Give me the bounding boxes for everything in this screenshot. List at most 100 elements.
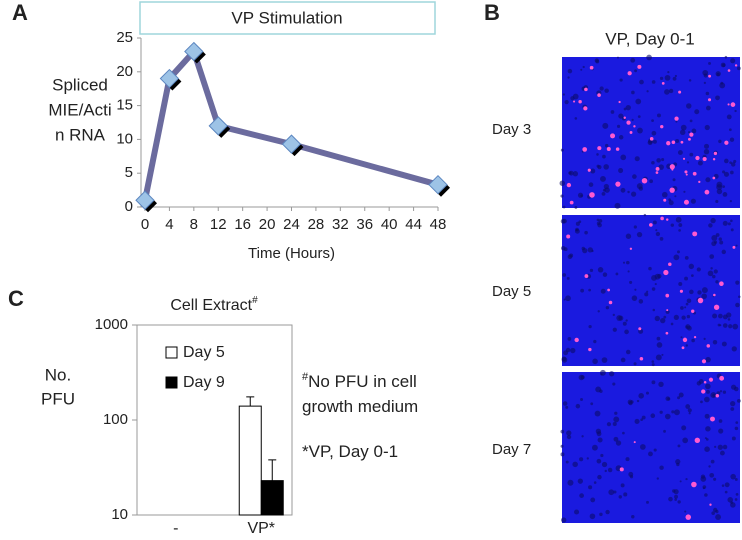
speckle <box>731 436 736 441</box>
speckle <box>678 392 684 398</box>
title-text: Cell Extract <box>170 297 252 314</box>
cell-dot <box>698 180 701 184</box>
marker <box>281 134 302 154</box>
speckle <box>634 69 638 73</box>
cell-dot <box>727 69 731 72</box>
cell-dot <box>684 170 688 174</box>
speckle <box>560 429 565 434</box>
speckle <box>710 217 716 224</box>
cell-dot <box>687 137 691 141</box>
speckle <box>584 230 588 235</box>
speckle <box>582 247 588 254</box>
speckle <box>705 91 710 96</box>
speckle <box>715 280 719 284</box>
cell-dot <box>701 359 707 364</box>
speckle <box>688 263 695 270</box>
annotation-text: *VP, Day 0-1 <box>302 442 398 461</box>
speckle <box>680 306 684 310</box>
speckle <box>735 244 738 247</box>
speckle <box>703 81 707 84</box>
speckle <box>724 482 730 488</box>
speckle <box>590 497 596 503</box>
speckle <box>728 324 733 329</box>
speckle <box>638 299 644 304</box>
speckle <box>675 139 680 143</box>
speckle <box>708 61 711 65</box>
speckle <box>631 118 634 122</box>
speckle <box>705 356 711 363</box>
speckle <box>570 347 576 354</box>
speckle <box>661 353 664 356</box>
speckle <box>730 407 735 411</box>
speckle <box>582 65 585 69</box>
cell-dot <box>566 182 572 188</box>
speckle <box>730 400 736 407</box>
speckle <box>711 511 715 515</box>
speckle <box>623 107 627 111</box>
speckle <box>614 411 618 415</box>
speckle <box>730 502 736 508</box>
speckle <box>563 247 568 252</box>
speckle <box>721 341 727 347</box>
speckle <box>670 322 674 326</box>
speckle <box>605 509 610 515</box>
speckle <box>672 76 677 81</box>
speckle <box>715 233 720 237</box>
speckle <box>674 195 677 198</box>
annotation-superscript: # <box>302 371 309 383</box>
speckle <box>710 392 717 399</box>
panel-label: C <box>8 286 24 311</box>
cell-dot <box>691 481 697 488</box>
cell-dot <box>713 304 720 310</box>
x-axis-label: Time (Hours) <box>248 245 335 262</box>
speckle <box>610 110 615 114</box>
speckle <box>588 324 592 329</box>
speckle <box>673 409 680 416</box>
speckle <box>719 324 722 327</box>
speckle <box>625 104 631 111</box>
speckle <box>597 474 602 480</box>
cell-dot <box>713 151 718 156</box>
speckle <box>716 181 723 188</box>
speckle <box>628 471 634 477</box>
speckle <box>718 428 724 434</box>
speckle <box>691 274 694 277</box>
speckle <box>705 177 711 183</box>
speckle <box>647 140 653 146</box>
cell-dot <box>633 441 636 444</box>
speckle <box>600 373 603 376</box>
x-tick-label: 0 <box>141 216 149 233</box>
speckle <box>630 57 636 63</box>
speckle <box>723 171 730 177</box>
speckle <box>627 190 630 194</box>
speckle <box>567 68 573 74</box>
speckle <box>561 517 567 523</box>
speckle <box>565 295 571 302</box>
cell-dot <box>669 187 675 193</box>
speckle <box>566 434 572 440</box>
speckle <box>560 452 565 457</box>
x-tick-label: 16 <box>234 216 251 233</box>
speckle <box>678 223 683 228</box>
speckle <box>684 255 689 260</box>
speckle <box>577 192 584 198</box>
cell-dot <box>574 337 579 343</box>
speckle <box>646 54 652 61</box>
speckle <box>673 314 679 321</box>
cell-dot <box>671 168 674 171</box>
speckle <box>575 403 581 409</box>
speckle <box>690 198 696 204</box>
cell-dot <box>655 166 660 171</box>
cell-dot <box>587 168 591 172</box>
cell-dot <box>708 377 714 382</box>
speckle <box>661 191 668 198</box>
speckle <box>613 490 617 494</box>
cell-dot <box>679 289 683 293</box>
y-tick-label: 100 <box>103 411 128 428</box>
speckle <box>734 498 738 501</box>
speckle <box>620 154 627 161</box>
series-line <box>142 48 439 201</box>
speckle <box>602 122 609 129</box>
cell-dot <box>707 98 712 102</box>
